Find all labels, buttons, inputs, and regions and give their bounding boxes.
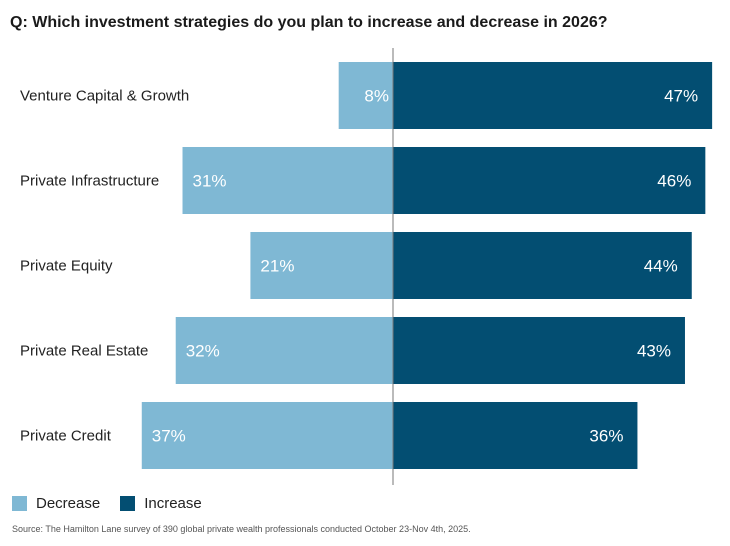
category-label-private-real-estate: Private Real Estate [20,343,148,360]
bar-decrease-private-infrastructure [182,147,393,214]
bar-increase-private-credit [393,402,638,469]
category-label-private-equity: Private Equity [20,258,113,275]
legend-label-decrease: Decrease [36,495,101,512]
data-label-increase-private-credit: 36% [589,427,623,446]
bar-increase-private-real-estate [393,317,685,384]
bar-increase-venture-capital-growth [393,62,713,129]
data-label-decrease-private-equity: 21% [260,257,294,276]
bar-decrease-private-equity [250,232,393,299]
legend-swatch-increase [120,496,136,511]
category-label-venture-capital-growth: Venture Capital & Growth [20,88,189,105]
data-label-decrease-venture-capital-growth: 8% [364,87,389,106]
legend-swatch-decrease [12,496,27,511]
data-label-decrease-private-real-estate: 32% [186,342,220,361]
legend-item-increase: Increase [120,495,202,512]
data-label-increase-private-infrastructure: 46% [657,172,691,191]
data-label-increase-private-equity: 44% [644,257,678,276]
bar-increase-private-equity [393,232,692,299]
category-label-private-credit: Private Credit [20,428,112,445]
bar-decrease-private-credit [141,402,393,469]
data-label-decrease-private-credit: 37% [152,427,186,446]
category-label-private-infrastructure: Private Infrastructure [20,173,159,190]
legend: Decrease Increase [12,495,222,512]
legend-label-increase: Increase [144,495,202,512]
chart-title: Q: Which investment strategies do you pl… [10,14,608,31]
data-label-increase-private-real-estate: 43% [637,342,671,361]
bar-decrease-private-real-estate [175,317,393,384]
data-label-increase-venture-capital-growth: 47% [664,87,698,106]
source-note: Source: The Hamilton Lane survey of 390 … [12,524,471,534]
bar-decrease-venture-capital-growth [338,62,393,129]
bar-increase-private-infrastructure [393,147,706,214]
data-label-decrease-private-infrastructure: 31% [193,172,227,191]
legend-item-decrease: Decrease [12,495,100,512]
